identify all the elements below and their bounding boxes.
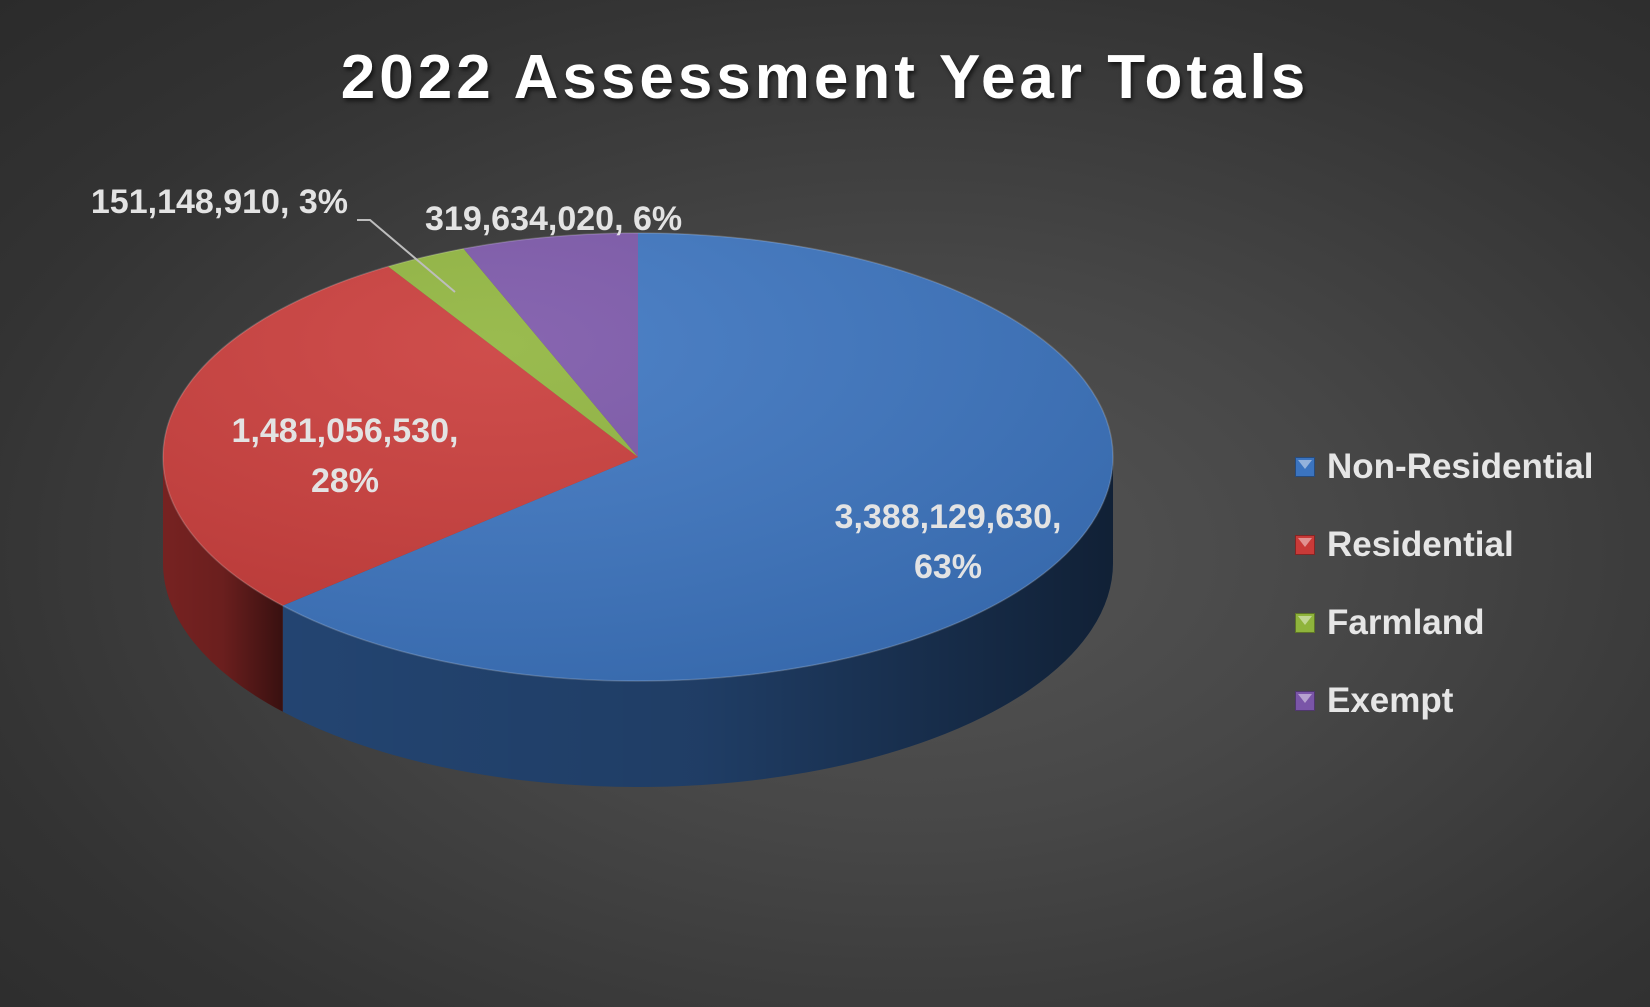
pie-top-sheen (162, 232, 1114, 682)
legend-label: Exempt (1327, 681, 1454, 720)
legend-label: Non-Residential (1327, 447, 1594, 486)
legend-item-non-residential[interactable]: Non-Residential (1295, 428, 1593, 506)
data-label-line: 63% (914, 548, 982, 586)
pie-side-shade (163, 457, 283, 712)
data-label-line: 3,388,129,630, (835, 498, 1062, 536)
leader-line-farmland (357, 219, 456, 293)
legend-swatch (1295, 691, 1315, 711)
legend-item-residential[interactable]: Residential (1295, 506, 1593, 584)
pie-side-shade (282, 457, 1113, 788)
data-label-non-residential: 3,388,129,630, 63% (835, 498, 1062, 586)
data-label-residential: 1,481,056,530, 28% (232, 412, 459, 500)
legend-swatch (1295, 535, 1315, 555)
legend-swatch (1295, 613, 1315, 633)
data-label-line: 28% (311, 462, 379, 500)
data-label-line: 1,481,056,530, (232, 412, 459, 450)
legend-item-farmland[interactable]: Farmland (1295, 584, 1593, 662)
legend-label: Farmland (1327, 603, 1485, 642)
legend: Non-Residential Residential Farmland Exempt (1295, 428, 1593, 740)
data-label-line: 151,148,910, 3% (91, 183, 348, 221)
data-label-exempt: 319,634,020, 6% (425, 200, 682, 238)
legend-swatch (1295, 457, 1315, 477)
legend-item-exempt[interactable]: Exempt (1295, 662, 1593, 740)
data-label-line: 319,634,020, 6% (425, 200, 682, 238)
chart-title: 2022 Assessment Year Totals (340, 43, 1310, 112)
legend-label: Residential (1327, 525, 1514, 564)
data-label-farmland: 151,148,910, 3% (91, 183, 348, 221)
